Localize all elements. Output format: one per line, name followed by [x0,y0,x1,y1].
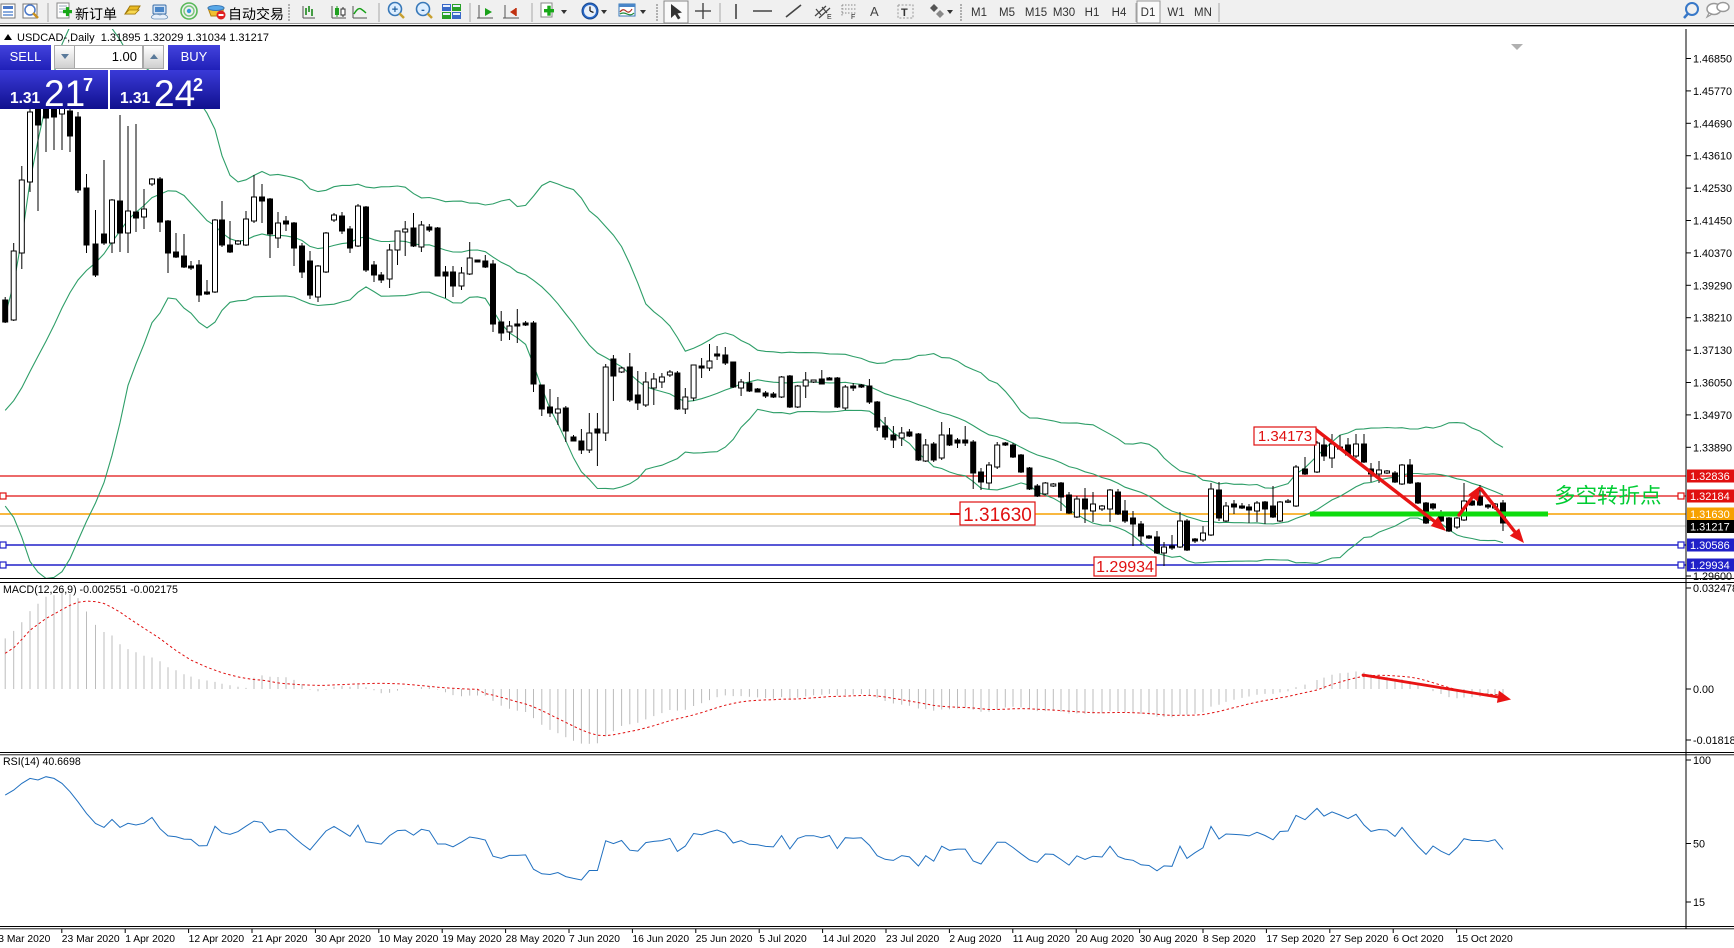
svg-text:MACD(12,26,9) -0.002551 -0.002: MACD(12,26,9) -0.002551 -0.002175 [3,584,178,596]
svg-text:T: T [901,7,908,19]
svg-text:E: E [827,14,832,21]
svg-text:1.32184: 1.32184 [1690,491,1730,503]
svg-text:1.43610: 1.43610 [1693,151,1732,163]
svg-text:1.29934: 1.29934 [1690,560,1730,572]
svg-text:-: - [421,4,425,16]
svg-text:M5: M5 [999,7,1015,19]
svg-text:11 Aug 2020: 11 Aug 2020 [1013,934,1070,945]
svg-text:1.45770: 1.45770 [1693,86,1732,98]
svg-text:24: 24 [154,73,195,109]
svg-text:M30: M30 [1053,7,1075,19]
svg-text:1.31: 1.31 [10,90,41,107]
svg-text:1.31217: 1.31217 [1690,522,1730,534]
svg-text:27 Sep 2020: 27 Sep 2020 [1330,934,1389,945]
svg-text:13 Mar 2020: 13 Mar 2020 [0,934,51,945]
svg-text:1.40370: 1.40370 [1693,248,1732,260]
svg-text:1.31630: 1.31630 [1690,509,1730,521]
svg-text:8 Sep 2020: 8 Sep 2020 [1203,934,1256,945]
svg-text:+: + [392,4,398,16]
svg-text:30 Apr 2020: 30 Apr 2020 [315,934,371,945]
svg-text:17 Sep 2020: 17 Sep 2020 [1266,934,1325,945]
svg-text:7 Jun 2020: 7 Jun 2020 [569,934,620,945]
svg-text:23 Jul 2020: 23 Jul 2020 [886,934,940,945]
svg-text:28 May 2020: 28 May 2020 [506,934,566,945]
svg-text:M1: M1 [971,7,987,19]
svg-text:1.36050: 1.36050 [1693,378,1732,390]
svg-text:-0.018182: -0.018182 [1693,735,1734,747]
svg-text:1.44690: 1.44690 [1693,118,1732,130]
svg-text:21 Apr 2020: 21 Apr 2020 [252,934,308,945]
svg-text:30 Aug 2020: 30 Aug 2020 [1140,934,1198,945]
svg-text:1.46850: 1.46850 [1693,54,1732,66]
svg-text:USDCAD-,Daily 1.31895 1.32029: USDCAD-,Daily 1.31895 1.32029 1.31034 1.… [17,32,269,44]
svg-text:6 Oct 2020: 6 Oct 2020 [1393,934,1444,945]
svg-text:H4: H4 [1112,7,1127,19]
svg-text:1.41450: 1.41450 [1693,216,1732,228]
svg-text:7: 7 [83,75,93,95]
svg-text:1.32836: 1.32836 [1690,471,1730,483]
svg-text:50: 50 [1693,839,1705,851]
svg-text:1.39290: 1.39290 [1693,280,1732,292]
svg-text:1.33890: 1.33890 [1693,442,1732,454]
svg-text:1.34970: 1.34970 [1693,410,1732,422]
svg-text:19 May 2020: 19 May 2020 [442,934,502,945]
svg-text:15: 15 [1693,897,1705,909]
svg-text:1.30586: 1.30586 [1690,540,1730,552]
svg-text:F: F [851,14,855,21]
svg-text:0.032478: 0.032478 [1693,583,1734,595]
svg-text:25 Jun 2020: 25 Jun 2020 [696,934,753,945]
svg-text:MN: MN [1194,7,1212,19]
svg-text:2 Aug 2020: 2 Aug 2020 [949,934,1001,945]
svg-text:20 Aug 2020: 20 Aug 2020 [1076,934,1134,945]
svg-text:1.31630: 1.31630 [963,505,1032,526]
svg-text:1.29934: 1.29934 [1096,559,1154,576]
svg-text:1.38210: 1.38210 [1693,313,1732,325]
svg-text:5 Jul 2020: 5 Jul 2020 [759,934,807,945]
svg-text:A: A [870,4,879,19]
svg-text:1 Apr 2020: 1 Apr 2020 [125,934,175,945]
svg-text:15 Oct 2020: 15 Oct 2020 [1457,934,1513,945]
svg-text:1.29600: 1.29600 [1693,571,1732,583]
svg-text:0.00: 0.00 [1693,684,1714,696]
svg-text:100: 100 [1693,755,1711,767]
svg-text:10 May 2020: 10 May 2020 [379,934,439,945]
svg-text:RSI(14) 40.6698: RSI(14) 40.6698 [3,756,81,768]
svg-text:1.31: 1.31 [120,90,151,107]
svg-text:16 Jun 2020: 16 Jun 2020 [632,934,689,945]
svg-text:H1: H1 [1085,7,1100,19]
svg-text:2: 2 [193,75,203,95]
svg-text:D1: D1 [1141,7,1156,19]
svg-text:1.34173: 1.34173 [1258,428,1312,445]
svg-text:W1: W1 [1167,7,1184,19]
svg-text:23 Mar 2020: 23 Mar 2020 [62,934,120,945]
svg-text:1.42530: 1.42530 [1693,183,1732,195]
svg-text:12 Apr 2020: 12 Apr 2020 [189,934,245,945]
svg-text:14 Jul 2020: 14 Jul 2020 [823,934,877,945]
svg-text:21: 21 [44,73,85,109]
svg-text:M15: M15 [1025,7,1047,19]
svg-text:1.37130: 1.37130 [1693,345,1732,357]
